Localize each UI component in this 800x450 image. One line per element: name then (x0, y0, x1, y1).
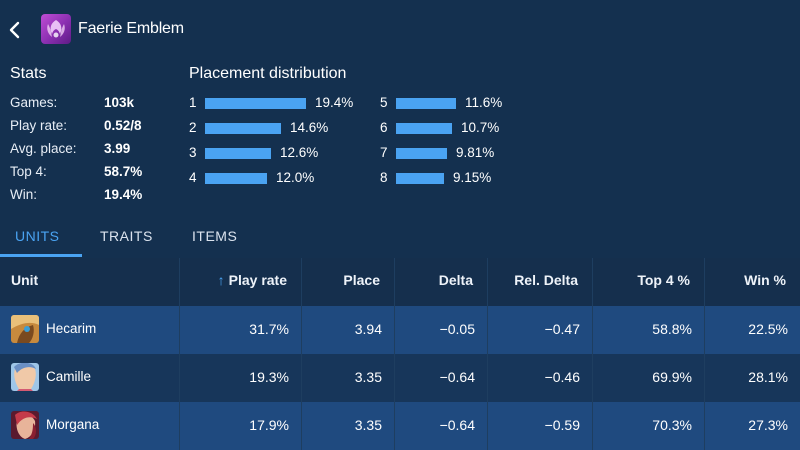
rel-delta-cell: −0.59 (488, 402, 593, 450)
tab-items[interactable]: ITEMS (192, 228, 238, 244)
place-cell: 3.35 (302, 402, 395, 450)
page-title: Faerie Emblem (78, 20, 184, 37)
placement-rank: 8 (380, 170, 388, 185)
stat-label: Games: (10, 95, 58, 110)
stat-label: Top 4: (10, 164, 47, 179)
placement-rank: 3 (189, 145, 197, 160)
unit-cell: Morgana (0, 402, 180, 450)
column-header-rel-delta[interactable]: Rel. Delta (488, 258, 593, 306)
unit-cell: Hecarim (0, 306, 180, 354)
play-rate-cell: 31.7% (180, 306, 302, 354)
placement-percent: 12.0% (276, 170, 315, 185)
placement-rank: 4 (189, 170, 197, 185)
tab-traits[interactable]: TRAITS (100, 228, 153, 244)
placement-percent: 11.6% (465, 95, 503, 110)
distribution-title: Placement distribution (189, 65, 347, 82)
hecarim-avatar (11, 315, 39, 343)
placement-bar (205, 148, 271, 159)
stat-label: Avg. place: (10, 141, 77, 156)
placement-bar (205, 98, 306, 109)
back-button[interactable] (6, 18, 26, 42)
camille-avatar (11, 363, 39, 391)
top4-cell: 69.9% (593, 354, 705, 402)
column-header-place[interactable]: Place (302, 258, 395, 306)
active-tab-indicator (0, 254, 82, 257)
placement-percent: 12.6% (280, 145, 319, 160)
stat-label: Play rate: (10, 118, 68, 133)
table-row[interactable]: Camille 19.3% 3.35 −0.64 −0.46 69.9% 28.… (0, 354, 800, 402)
play-rate-cell: 17.9% (180, 402, 302, 450)
sort-ascending-icon: ↑ (217, 272, 225, 288)
unit-name: Morgana (46, 417, 100, 432)
play-rate-cell: 19.3% (180, 354, 302, 402)
tab-units[interactable]: UNITS (15, 228, 60, 244)
header: Faerie Emblem (0, 0, 800, 60)
stat-value: 103k (104, 95, 135, 110)
table-row[interactable]: Morgana 17.9% 3.35 −0.64 −0.59 70.3% 27.… (0, 402, 800, 450)
win-cell: 27.3% (748, 417, 788, 433)
placement-percent: 19.4% (315, 95, 354, 110)
placement-bar (396, 148, 447, 159)
stats-title: Stats (10, 65, 47, 82)
column-header-win[interactable]: Win % (744, 272, 786, 288)
column-header-top4[interactable]: Top 4 % (593, 258, 705, 306)
column-header-play-rate[interactable]: ↑ Play rate (180, 258, 302, 306)
placement-percent: 9.15% (453, 170, 492, 185)
place-cell: 3.94 (302, 306, 395, 354)
placement-rank: 1 (189, 95, 197, 110)
placement-bar (396, 173, 444, 184)
win-cell: 22.5% (748, 321, 788, 337)
placement-rank: 5 (380, 95, 388, 110)
column-header-delta[interactable]: Delta (395, 258, 488, 306)
faerie-emblem-icon (41, 14, 71, 44)
delta-cell: −0.05 (395, 306, 488, 354)
placement-rank: 6 (380, 120, 388, 135)
top4-cell: 70.3% (593, 402, 705, 450)
placement-bar (396, 98, 456, 109)
placement-bar (205, 173, 267, 184)
unit-name: Camille (46, 369, 92, 384)
win-cell: 28.1% (748, 369, 788, 385)
placement-rank: 7 (380, 145, 388, 160)
tab-bar: UNITS TRAITS ITEMS (0, 220, 800, 258)
rel-delta-cell: −0.47 (488, 306, 593, 354)
placement-bar (396, 123, 452, 134)
unit-cell: Camille (0, 354, 180, 402)
top4-cell: 58.8% (593, 306, 705, 354)
unit-name: Hecarim (46, 321, 97, 336)
chevron-left-icon (9, 21, 20, 39)
table-header: Unit ↑ Play rate Place Delta Rel. Delta T… (0, 258, 800, 306)
stat-value: 19.4% (104, 187, 143, 202)
place-cell: 3.35 (302, 354, 395, 402)
stat-value: 58.7% (104, 164, 143, 179)
morgana-avatar (11, 411, 39, 439)
placement-bar (205, 123, 281, 134)
placement-percent: 10.7% (461, 120, 500, 135)
column-header-unit[interactable]: Unit (0, 258, 180, 306)
placement-percent: 9.81% (456, 145, 495, 160)
delta-cell: −0.64 (395, 402, 488, 450)
delta-cell: −0.64 (395, 354, 488, 402)
stat-label: Win: (10, 187, 37, 202)
placement-rank: 2 (189, 120, 197, 135)
placement-percent: 14.6% (290, 120, 329, 135)
stat-value: 3.99 (104, 141, 131, 156)
table-row[interactable]: Hecarim 31.7% 3.94 −0.05 −0.47 58.8% 22.… (0, 306, 800, 354)
rel-delta-cell: −0.46 (488, 354, 593, 402)
stat-value: 0.52/8 (104, 118, 142, 133)
